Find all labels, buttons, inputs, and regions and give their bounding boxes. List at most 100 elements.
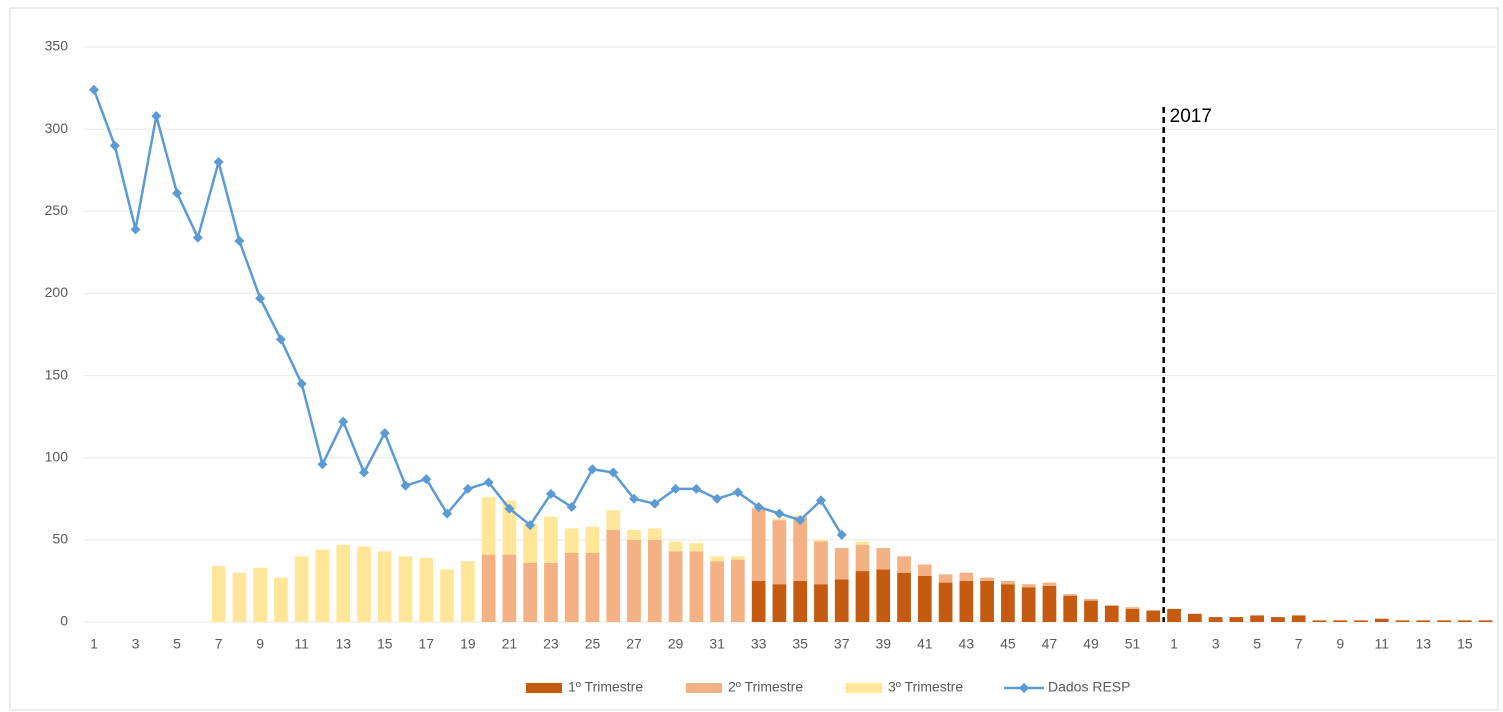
bar (897, 572, 911, 622)
x-tick-label: 9 (1336, 636, 1344, 652)
bar (814, 584, 828, 622)
bar (419, 557, 434, 622)
bar (772, 584, 787, 622)
bar (398, 556, 413, 622)
marker (483, 477, 494, 488)
bar (544, 516, 558, 563)
bar (564, 553, 579, 622)
bar (1042, 582, 1057, 586)
x-tick-label: 43 (959, 636, 975, 652)
bar (461, 561, 475, 622)
bar (1395, 620, 1410, 622)
bar (917, 576, 932, 622)
bar (938, 582, 953, 622)
marker (338, 416, 349, 427)
bar (481, 497, 496, 555)
bar (980, 577, 994, 581)
bar (1291, 615, 1306, 622)
marker (172, 188, 183, 199)
x-tick-label: 11 (294, 636, 309, 652)
bar (917, 564, 932, 576)
x-tick-label: 15 (1457, 636, 1473, 652)
x-tick-label: 1 (90, 636, 98, 652)
y-tick-label: 200 (45, 284, 69, 300)
bar (523, 523, 538, 563)
x-tick-label: 15 (377, 636, 393, 652)
bar (1125, 607, 1140, 609)
legend-swatch (846, 683, 882, 693)
bar (689, 551, 704, 622)
bar (834, 548, 849, 580)
x-tick-label: 35 (792, 636, 808, 652)
bar (959, 572, 974, 581)
bar (481, 554, 496, 622)
bar (1250, 615, 1264, 622)
bar (793, 580, 808, 622)
bar (253, 567, 268, 622)
bar (1229, 617, 1244, 622)
marker (608, 467, 619, 478)
x-tick-label: 13 (1416, 636, 1432, 652)
bar (1021, 584, 1036, 588)
x-tick-label: 3 (1212, 636, 1220, 652)
marker (815, 495, 826, 506)
bar (668, 541, 683, 552)
bar (814, 539, 828, 542)
bar (959, 580, 974, 622)
bar (377, 551, 392, 622)
marker (566, 502, 577, 512)
marker (795, 515, 806, 526)
marker (691, 483, 702, 494)
bar (627, 539, 641, 622)
x-tick-label: 11 (1374, 636, 1389, 652)
bar (502, 500, 517, 555)
marker (732, 487, 743, 498)
bar (731, 556, 745, 560)
bar (585, 526, 600, 553)
bar (1312, 620, 1327, 622)
bar (232, 572, 247, 622)
legend-marker (1019, 683, 1029, 693)
legend-swatch (686, 683, 722, 693)
x-tick-label: 51 (1125, 636, 1141, 652)
x-tick-label: 29 (668, 636, 684, 652)
bar (1187, 613, 1202, 622)
marker (234, 235, 245, 246)
marker (774, 508, 785, 519)
marker (130, 224, 141, 235)
bar (544, 562, 558, 622)
bar (814, 541, 828, 585)
bar (668, 551, 683, 622)
bar (502, 554, 517, 622)
marker (359, 467, 370, 478)
bar (1167, 608, 1181, 622)
marker (379, 428, 390, 439)
bar (834, 579, 849, 622)
bar (1271, 617, 1285, 622)
x-tick-label: 41 (917, 636, 933, 652)
bar (1146, 610, 1161, 622)
bar (855, 544, 870, 572)
bar (627, 530, 641, 540)
legend-swatch (526, 683, 562, 693)
bar (1042, 585, 1057, 622)
marker (88, 84, 99, 95)
y-tick-label: 300 (45, 120, 69, 136)
marker (545, 488, 556, 499)
bar (1001, 580, 1015, 585)
x-tick-label: 27 (626, 636, 642, 652)
x-tick-label: 17 (419, 636, 435, 652)
bar (1416, 620, 1431, 622)
bar (274, 577, 288, 622)
marker (213, 157, 224, 167)
marker (670, 483, 681, 494)
x-tick-label: 47 (1042, 636, 1058, 652)
marker (421, 474, 432, 485)
bar (1457, 620, 1472, 622)
marker (296, 378, 307, 389)
bar (647, 528, 662, 540)
legend-label: 3º Trimestre (888, 679, 963, 695)
bar (211, 566, 226, 622)
marker (525, 520, 536, 531)
x-tick-label: 37 (834, 636, 850, 652)
